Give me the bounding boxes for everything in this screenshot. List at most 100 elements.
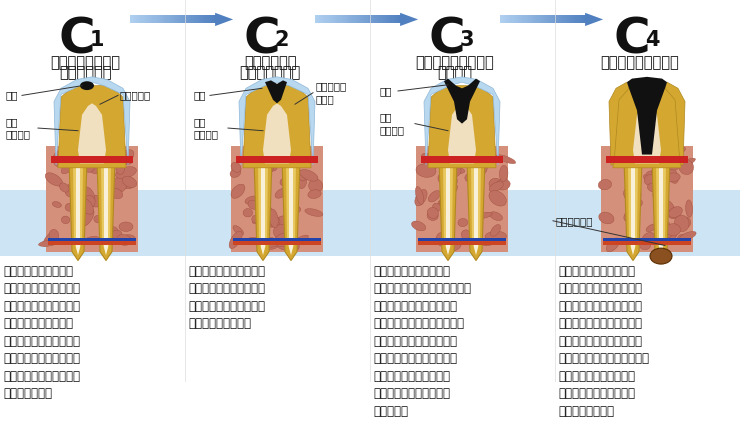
Bar — [363, 16, 365, 23]
Bar — [366, 16, 368, 23]
Bar — [555, 16, 556, 23]
Bar — [160, 16, 161, 23]
Bar — [362, 16, 364, 23]
Bar — [418, 241, 506, 245]
Bar — [528, 16, 529, 23]
Ellipse shape — [411, 221, 426, 231]
Text: 虫歯: 虫歯 — [5, 90, 18, 100]
Ellipse shape — [491, 225, 501, 236]
Bar — [157, 16, 158, 23]
Bar — [352, 16, 353, 23]
Bar — [508, 16, 510, 23]
Bar — [166, 16, 168, 23]
Polygon shape — [286, 163, 296, 253]
Bar — [541, 16, 542, 23]
Bar — [134, 16, 135, 23]
Bar — [505, 16, 506, 23]
Ellipse shape — [280, 178, 290, 186]
Ellipse shape — [119, 222, 133, 232]
Polygon shape — [613, 86, 681, 168]
Bar — [519, 16, 520, 23]
Bar — [197, 16, 198, 23]
Text: 歯髄
（神経）: 歯髄 （神経） — [193, 117, 218, 139]
Bar — [195, 16, 197, 23]
Bar — [525, 16, 526, 23]
Bar — [375, 16, 377, 23]
Bar — [551, 16, 553, 23]
Polygon shape — [585, 13, 603, 26]
Bar — [184, 16, 185, 23]
Ellipse shape — [633, 187, 641, 206]
Polygon shape — [446, 168, 450, 255]
Ellipse shape — [651, 164, 671, 173]
Text: エナメル質
象牙質: エナメル質 象牙質 — [315, 81, 346, 104]
Bar — [181, 16, 183, 23]
Ellipse shape — [122, 176, 137, 187]
Text: ウミのふくろ: ウミのふくろ — [555, 216, 593, 226]
Ellipse shape — [59, 183, 69, 192]
Ellipse shape — [666, 173, 680, 182]
Bar — [523, 16, 525, 23]
Text: 3: 3 — [460, 30, 474, 50]
Bar — [331, 16, 332, 23]
Ellipse shape — [269, 163, 278, 171]
Bar — [537, 16, 539, 23]
Bar — [158, 16, 159, 23]
Ellipse shape — [438, 171, 454, 185]
Ellipse shape — [78, 197, 94, 214]
Bar — [199, 16, 201, 23]
Bar — [204, 16, 205, 23]
Bar — [392, 16, 394, 23]
Bar — [321, 16, 323, 23]
Bar — [324, 16, 326, 23]
Ellipse shape — [43, 232, 55, 246]
Bar — [344, 16, 346, 23]
Bar — [348, 16, 350, 23]
Bar — [570, 16, 571, 23]
Ellipse shape — [485, 231, 506, 242]
Polygon shape — [659, 168, 663, 255]
Text: C: C — [58, 16, 95, 64]
Polygon shape — [424, 77, 500, 165]
Bar — [358, 16, 360, 23]
Bar — [506, 16, 508, 23]
Bar — [46, 146, 138, 252]
Ellipse shape — [640, 242, 650, 250]
Bar — [322, 16, 323, 23]
Ellipse shape — [427, 211, 438, 220]
Polygon shape — [400, 13, 418, 26]
Ellipse shape — [490, 212, 502, 220]
Bar — [418, 239, 506, 241]
Ellipse shape — [118, 156, 132, 165]
Bar — [141, 16, 142, 23]
Bar — [504, 16, 505, 23]
Ellipse shape — [669, 207, 682, 218]
Bar — [48, 241, 136, 245]
Bar — [204, 16, 206, 23]
Text: 歯根まで進んだ虫歯: 歯根まで進んだ虫歯 — [601, 55, 679, 70]
Polygon shape — [628, 163, 638, 253]
Ellipse shape — [275, 233, 294, 247]
Bar — [398, 16, 400, 23]
Ellipse shape — [116, 180, 131, 189]
Bar — [359, 16, 360, 23]
Bar — [518, 16, 519, 23]
Bar — [332, 16, 334, 23]
Bar — [320, 16, 321, 23]
Ellipse shape — [658, 228, 676, 240]
Ellipse shape — [645, 174, 655, 185]
Ellipse shape — [116, 146, 125, 155]
Ellipse shape — [309, 179, 323, 193]
Ellipse shape — [455, 150, 473, 158]
Bar — [347, 16, 349, 23]
Bar — [536, 16, 538, 23]
Bar — [356, 16, 357, 23]
Text: 歯髄
（神経）: 歯髄 （神経） — [380, 113, 405, 135]
Bar — [397, 16, 398, 23]
Bar — [548, 16, 550, 23]
Ellipse shape — [670, 154, 677, 165]
Ellipse shape — [447, 165, 455, 177]
Bar — [152, 16, 154, 23]
Text: 4: 4 — [645, 30, 659, 50]
Bar — [391, 16, 393, 23]
